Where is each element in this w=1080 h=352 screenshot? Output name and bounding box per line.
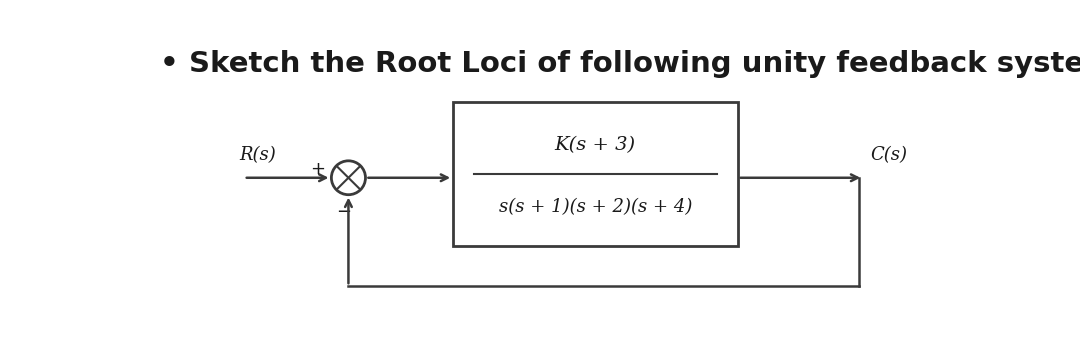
Text: •: • bbox=[160, 50, 179, 78]
Text: Sketch the Root Loci of following unity feedback system: Sketch the Root Loci of following unity … bbox=[189, 50, 1080, 78]
Text: C(s): C(s) bbox=[869, 146, 907, 164]
Text: −: − bbox=[336, 203, 351, 221]
Ellipse shape bbox=[332, 161, 365, 195]
Text: K(s + 3): K(s + 3) bbox=[555, 136, 636, 154]
Bar bbox=[454, 102, 738, 246]
Text: s(s + 1)(s + 2)(s + 4): s(s + 1)(s + 2)(s + 4) bbox=[499, 198, 692, 216]
Text: +: + bbox=[310, 160, 325, 178]
Text: R(s): R(s) bbox=[240, 146, 276, 164]
